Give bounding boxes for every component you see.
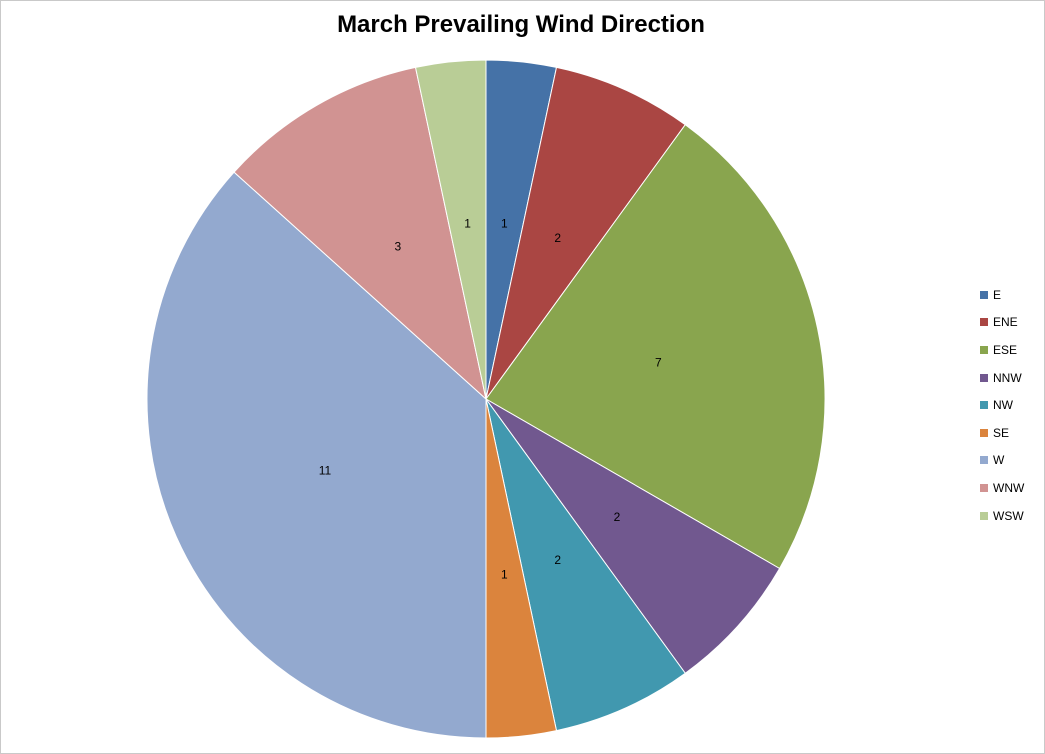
- legend-swatch: [980, 345, 988, 354]
- pie-slice-w: [146, 171, 487, 739]
- legend-label: NNW: [993, 370, 1022, 385]
- legend: E ENE ESE NNW NW SE W WNW WSW: [980, 281, 1024, 529]
- legend-swatch: [980, 483, 988, 492]
- legend-label: W: [993, 453, 1005, 468]
- legend-item-nnw: NNW: [980, 364, 1024, 392]
- chart-title: March Prevailing Wind Direction: [337, 11, 705, 38]
- legend-swatch: [980, 318, 988, 327]
- legend-swatch: [980, 456, 988, 465]
- legend-swatch: [980, 428, 988, 437]
- pie-slice-nw: [485, 398, 686, 732]
- legend-swatch: [980, 401, 988, 410]
- legend-label: WSW: [993, 508, 1024, 523]
- legend-swatch: [980, 373, 988, 382]
- data-label-wnw: 3: [395, 239, 402, 253]
- data-label-w: 11: [319, 464, 332, 478]
- legend-item-e: E: [980, 281, 1024, 309]
- legend-item-nw: NW: [980, 391, 1024, 419]
- legend-label: ESE: [993, 342, 1018, 357]
- data-label-nnw: 2: [614, 510, 621, 524]
- data-label-e: 1: [501, 217, 508, 231]
- data-label-ese: 7: [655, 355, 662, 369]
- pie-slice-ese: [485, 124, 826, 570]
- pie-slice-nnw: [485, 398, 781, 674]
- legend-label: SE: [993, 425, 1010, 440]
- pie-slice-wsw: [414, 59, 487, 400]
- data-label-nw: 2: [554, 553, 561, 567]
- legend-label: WNW: [993, 480, 1025, 495]
- legend-swatch: [980, 511, 988, 520]
- pie-slice-wnw: [233, 66, 487, 401]
- legend-swatch: [980, 290, 988, 299]
- legend-item-wnw: WNW: [980, 474, 1024, 502]
- legend-item-wsw: WSW: [980, 502, 1024, 530]
- pie-slice-ene: [485, 66, 686, 400]
- legend-label: NW: [993, 398, 1013, 413]
- legend-label: ENE: [993, 315, 1018, 330]
- data-label-wsw: 1: [464, 217, 471, 231]
- legend-item-ese: ESE: [980, 336, 1024, 364]
- legend-label: E: [993, 287, 1002, 302]
- data-label-ene: 2: [554, 231, 561, 245]
- data-label-se: 1: [501, 567, 508, 581]
- legend-item-se: SE: [980, 419, 1024, 447]
- legend-item-ene: ENE: [980, 309, 1024, 337]
- legend-item-w: W: [980, 447, 1024, 475]
